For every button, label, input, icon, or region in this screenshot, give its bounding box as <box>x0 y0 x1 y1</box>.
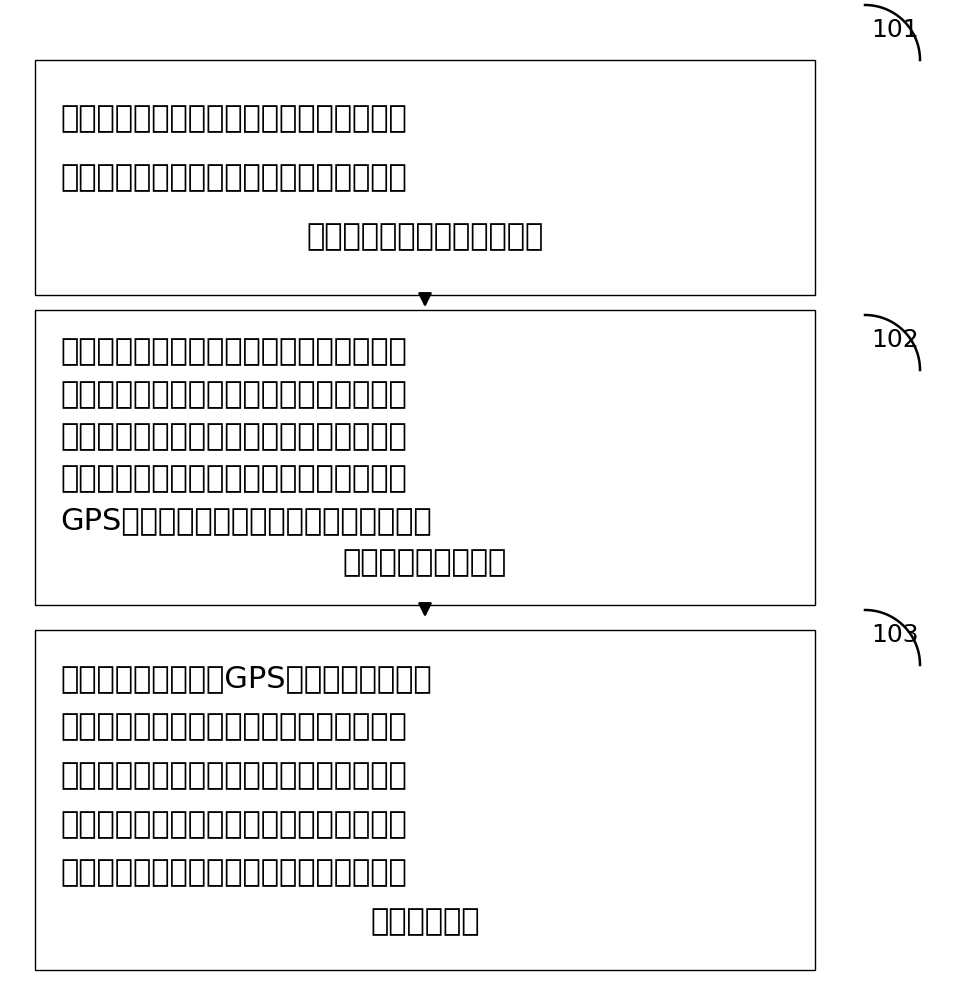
Text: 各个探测站设备将探测到的目标位置信息上: 各个探测站设备将探测到的目标位置信息上 <box>60 338 406 367</box>
Text: 场中的图像进行检测和测距；获得目标相对: 场中的图像进行检测和测距；获得目标相对 <box>60 163 406 192</box>
Text: 每个探测站设备分别对获取的目标出现在视: 每个探测站设备分别对获取的目标出现在视 <box>60 104 406 133</box>
Text: 101: 101 <box>871 18 919 42</box>
Text: 传到指控分系统，指控分系统结合各个探测: 传到指控分系统，指控分系统结合各个探测 <box>60 380 406 409</box>
Text: 统的作用区域: 统的作用区域 <box>370 907 480 936</box>
Text: 测站设备的角度信息: 测站设备的角度信息 <box>343 548 507 577</box>
Text: 站设备上传的目标位置信息确定目标地心坐: 站设备上传的目标位置信息确定目标地心坐 <box>60 422 406 451</box>
Text: 标系坐标，对所述目标地心坐标转换为目标: 标系坐标，对所述目标地心坐标转换为目标 <box>60 464 406 493</box>
Text: 进行联动，以使目标始终稳定处于处置分系: 进行联动，以使目标始终稳定处于处置分系 <box>60 858 406 887</box>
Bar <box>35 310 815 605</box>
Text: 指控分系统根据目标GPS信息确定探测的目: 指控分系统根据目标GPS信息确定探测的目 <box>60 664 431 693</box>
Text: 标符合预设要求时；将目标相对于各个探测: 标符合预设要求时；将目标相对于各个探测 <box>60 713 406 742</box>
Text: 于每个探测站设备的位置信息: 于每个探测站设备的位置信息 <box>306 222 544 251</box>
Bar <box>35 60 815 295</box>
Text: 处置分系统与已稳定跟踪目标的探测站设备: 处置分系统与已稳定跟踪目标的探测站设备 <box>60 810 406 839</box>
Bar <box>35 630 815 970</box>
Text: 103: 103 <box>871 623 919 647</box>
Text: 站设备的角度信息下发到处置分系统，并将: 站设备的角度信息下发到处置分系统，并将 <box>60 761 406 790</box>
Text: 102: 102 <box>871 328 919 352</box>
Text: GPS信息，并分别转换出目标相对于各个探: GPS信息，并分别转换出目标相对于各个探 <box>60 506 431 535</box>
